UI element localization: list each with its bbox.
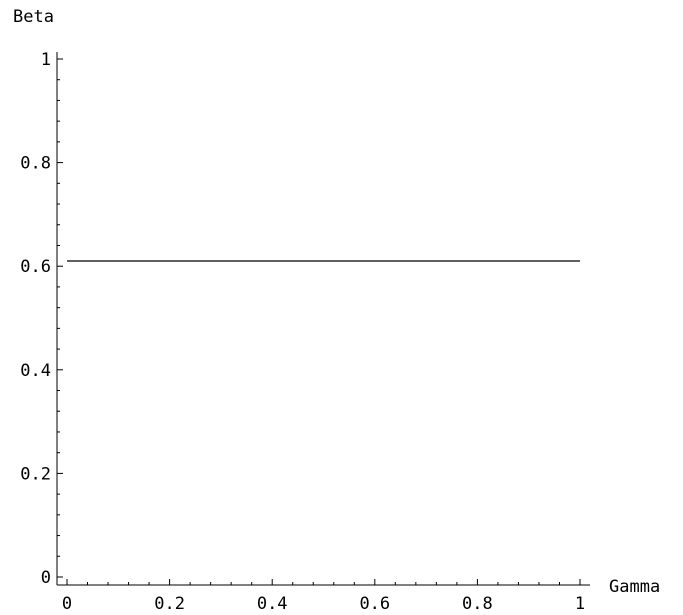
tick-labels: 0 0.2 0.4 0.6 0.8 1 0 0.2 0.4 0.6 0.8 1	[20, 50, 585, 614]
x-tick-label: 0.2	[154, 594, 185, 614]
y-tick-label: 1	[41, 50, 51, 70]
x-tick-label: 0	[62, 594, 72, 614]
x-axis-label: Gamma	[609, 577, 660, 597]
axes	[56, 52, 590, 586]
ticks	[57, 58, 581, 585]
x-tick-label: 0.4	[257, 594, 288, 614]
x-tick-label: 0.8	[462, 594, 493, 614]
y-tick-label: 0.6	[20, 257, 51, 277]
x-tick-label: 0.6	[359, 594, 390, 614]
y-tick-label: 0.8	[20, 154, 51, 174]
x-tick-label: 1	[575, 594, 585, 614]
y-tick-label: 0.2	[20, 464, 51, 484]
y-axis-label: Beta	[13, 7, 54, 27]
y-tick-label: 0	[41, 568, 51, 588]
y-tick-label: 0.4	[20, 361, 51, 381]
